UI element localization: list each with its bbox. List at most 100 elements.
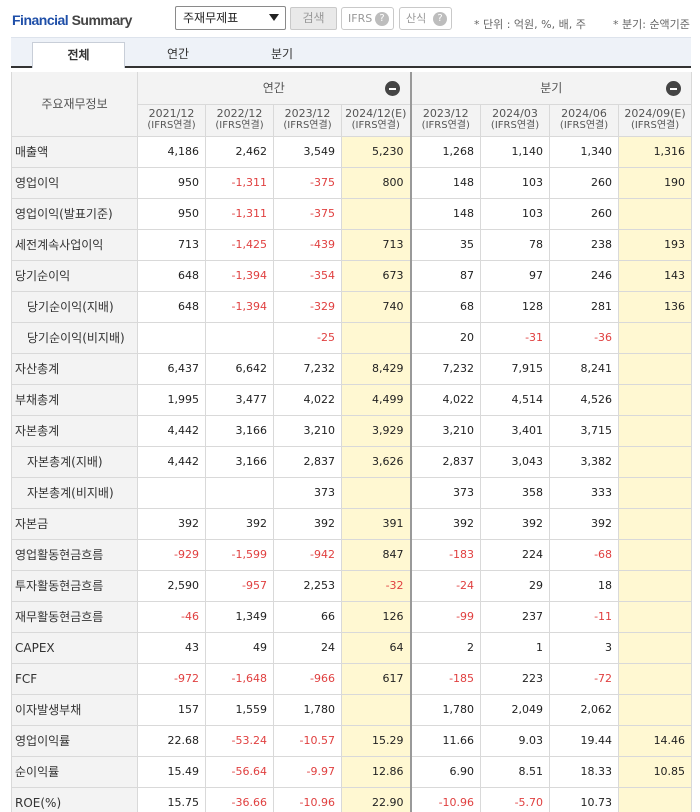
tab-quarter[interactable]: 분기 [270,47,294,61]
row-label[interactable]: FCF [11,663,138,695]
unit-note: * 단위 : 억원, %, 배, 주 [474,18,586,31]
statement-select[interactable]: 주재무제표 [175,6,286,30]
column-period: 2024/03 [492,107,538,120]
table-cell: 8.51 [480,756,551,788]
table-cell: 128 [480,291,551,323]
table-cell: 391 [341,508,412,540]
table-cell: -329 [273,291,342,323]
minus-circle-icon[interactable] [666,81,682,96]
column-basis: (IFRS연결) [215,120,264,131]
ifrs-help-button[interactable]: IFRS ? [341,7,394,30]
table-cell: 10.73 [549,787,620,812]
table-cell: 24 [273,632,342,664]
table-cell: 15.75 [137,787,206,812]
column-period: 2024/09(E) [624,107,686,120]
table-cell: 97 [480,260,551,292]
row-label[interactable]: 자본금 [11,508,138,540]
table-cell: -1,425 [205,229,274,261]
row-label[interactable]: ROE(%) [11,787,138,812]
table-row: 영업이익률 22.68 -53.24 -10.57 15.29 11.66 9.03 19.4… [11,725,693,757]
row-label[interactable]: 자본총계(비지배) [11,477,138,509]
row-label[interactable]: 자본총계 [11,415,138,447]
table-cell [618,446,693,478]
row-label[interactable]: 매출액 [11,136,138,168]
table-cell: 15.29 [341,725,412,757]
table-row: 투자활동현금흐름 2,590 -957 2,253 -32 -24 29 18 [11,570,693,602]
table-cell: 4,442 [137,446,206,478]
table-cell: 1,316 [618,136,693,168]
table-cell: 20 [409,322,482,354]
column-basis: (IFRS연결) [283,120,332,131]
table-cell: 281 [549,291,620,323]
row-label[interactable]: 세전계속사업이익 [11,229,138,261]
financial-summary-table: 주요재무정보 연간 분기 2021/12 (IFRS연결) 2022/12 (IFRS… [11,72,693,812]
tab-annual[interactable]: 연간 [166,47,190,61]
row-label[interactable]: 자본총계(지배) [11,446,138,478]
row-label[interactable]: 영업이익 [11,167,138,199]
table-row: ROE(%) 15.75 -36.66 -10.96 22.90 -10.96 -5.70 1… [11,787,693,812]
row-label[interactable]: 순이익률 [11,756,138,788]
table-cell: 3,382 [549,446,620,478]
row-label[interactable]: 당기순이익 [11,260,138,292]
table-cell [137,322,206,354]
search-button[interactable]: 검색 [290,7,337,30]
row-label[interactable]: CAPEX [11,632,138,664]
table-cell: -1,394 [205,260,274,292]
table-cell: 392 [273,508,342,540]
table-cell: 3,626 [341,446,412,478]
table-cell: -36 [549,322,620,354]
table-cell: -99 [409,601,482,633]
table-cell [618,539,693,571]
table-cell: 1,780 [273,694,342,726]
column-period: 2024/06 [561,107,607,120]
row-label[interactable]: 이자발생부채 [11,694,138,726]
table-cell: 3,210 [273,415,342,447]
formula-help-button[interactable]: 산식 ? [399,7,452,30]
table-cell: 4,186 [137,136,206,168]
table-cell: 3,401 [480,415,551,447]
table-cell: 43 [137,632,206,664]
table-cell: -1,311 [205,167,274,199]
row-label[interactable]: 부채총계 [11,384,138,416]
tab-all[interactable]: 전체 [32,42,125,68]
table-cell: 260 [549,167,620,199]
column-basis: (IFRS연결) [490,120,540,131]
table-cell: 2,049 [480,694,551,726]
table-cell: 66 [273,601,342,633]
table-cell: 3 [549,632,620,664]
row-label[interactable]: 재무활동현금흐름 [11,601,138,633]
table-cell: 3,210 [409,415,482,447]
row-label[interactable]: 투자활동현금흐름 [11,570,138,602]
ifrs-label: IFRS [348,12,373,25]
row-label[interactable]: 당기순이익(비지배) [11,322,138,354]
row-label[interactable]: 자산총계 [11,353,138,385]
table-cell [618,322,693,354]
table-cell: 950 [137,167,206,199]
table-cell: -1,394 [205,291,274,323]
table-cell: 3,166 [205,446,274,478]
table-cell [618,632,693,664]
table-cell: 29 [480,570,551,602]
row-label[interactable]: 영업이익률 [11,725,138,757]
table-cell: -1,648 [205,663,274,695]
panel-title-financial: Financial [12,12,69,28]
row-label[interactable]: 영업이익(발표기준) [11,198,138,230]
table-cell: 1,780 [409,694,482,726]
table-cell: 4,022 [273,384,342,416]
table-cell: -72 [549,663,620,695]
table-cell: 800 [341,167,412,199]
table-cell: 4,514 [480,384,551,416]
row-label[interactable]: 당기순이익(지배) [11,291,138,323]
table-cell: 392 [409,508,482,540]
table-cell: 143 [618,260,693,292]
table-row: 세전계속사업이익 713 -1,425 -439 713 35 78 238 193 [11,229,693,261]
table-cell: 3,715 [549,415,620,447]
row-label[interactable]: 영업활동현금흐름 [11,539,138,571]
column-basis: (IFRS연결) [421,120,470,131]
table-cell: 4,442 [137,415,206,447]
table-cell: 238 [549,229,620,261]
table-cell: 1,559 [205,694,274,726]
minus-circle-icon[interactable] [384,81,400,96]
table-cell: 78 [480,229,551,261]
table-cell: 333 [549,477,620,509]
